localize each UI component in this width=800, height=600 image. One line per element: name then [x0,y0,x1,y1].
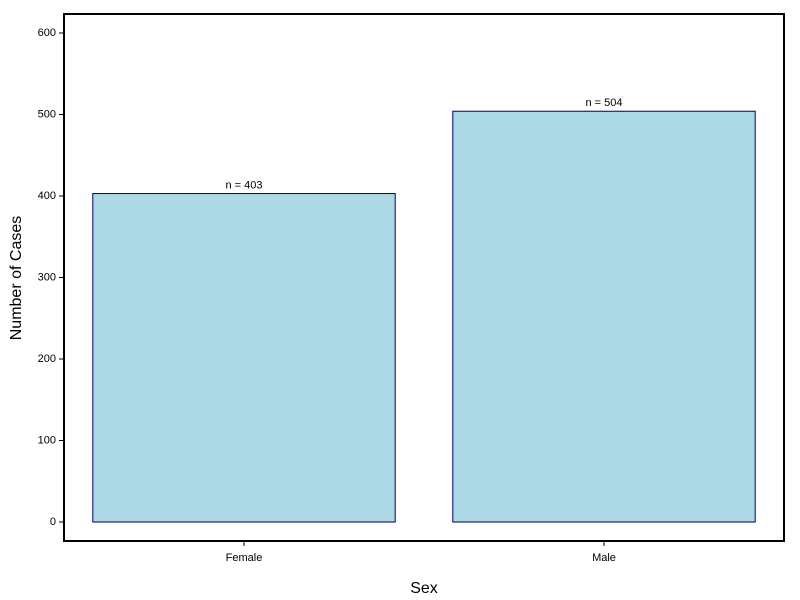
bar [92,193,396,523]
value-label: n = 504 [585,97,622,109]
bar [452,110,756,523]
y-tick-label: 200 [38,353,56,365]
y-tick-label: 600 [38,27,56,39]
x-axis-title: Sex [410,580,438,597]
y-tick-label: 400 [38,190,56,202]
x-tick-label: Female [226,552,263,564]
x-tick-label: Male [592,552,616,564]
y-tick-label: 300 [38,271,56,283]
y-tick-label: 100 [38,434,56,446]
value-label: n = 403 [225,179,262,191]
y-tick-label: 0 [50,516,56,528]
y-tick-label: 500 [38,108,56,120]
y-axis-title: Number of Cases [8,216,25,341]
